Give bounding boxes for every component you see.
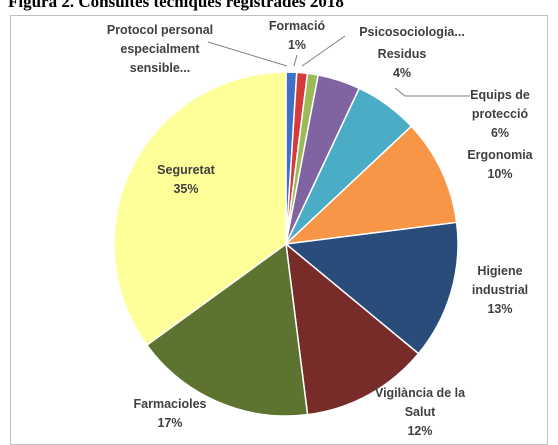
leader-line [394,87,470,97]
category-label: Higiene industrial [471,264,529,297]
value-label: 6% [490,126,510,140]
pie-slice [285,242,420,416]
pie [113,71,459,417]
data-label: Farmacioles 17% [115,395,225,433]
data-label: Formació 1% [257,17,337,55]
leader-line [301,35,346,67]
value-label: 1% [287,38,307,52]
pie-slice [113,71,287,347]
value-label: 4% [392,66,412,80]
data-label: Protocol personal especialment sensible.… [95,21,225,78]
category-label: Psicosociologia... [359,25,465,39]
data-label: Seguretat 35% [131,161,241,199]
value-label: 17% [157,416,183,430]
pie-slice [284,221,459,355]
value-label: 13% [487,302,513,316]
category-label: Farmacioles [133,397,207,411]
data-label: Equips de protecció 6% [455,86,545,143]
value-label: 10% [487,167,513,181]
chart-title: Figura 2. Consultes tècniques registrade… [8,0,344,11]
category-label: Seguretat [157,163,215,177]
leader-line [207,41,288,67]
value-label: 35% [173,182,199,196]
pie-slice [145,242,309,417]
category-label: Protocol personal especialment sensible.… [106,23,214,75]
category-label: Ergonomia [467,148,533,162]
data-label: Residus 4% [362,45,442,83]
leader-lines [207,35,470,97]
data-label: Higiene industrial 13% [455,262,545,319]
category-label: Formació [268,19,326,33]
data-label: Vigilància de la Salut 12% [365,384,475,441]
category-label: Equips de protecció [470,88,530,121]
data-label: Ergonomia 10% [455,146,545,184]
value-label: 12% [407,424,433,438]
data-label: Psicosociologia... [347,23,477,42]
leader-line [293,54,298,67]
pie-slice [283,125,458,246]
category-label: Vigilància de la Salut [374,386,466,419]
category-label: Residus [377,47,427,61]
